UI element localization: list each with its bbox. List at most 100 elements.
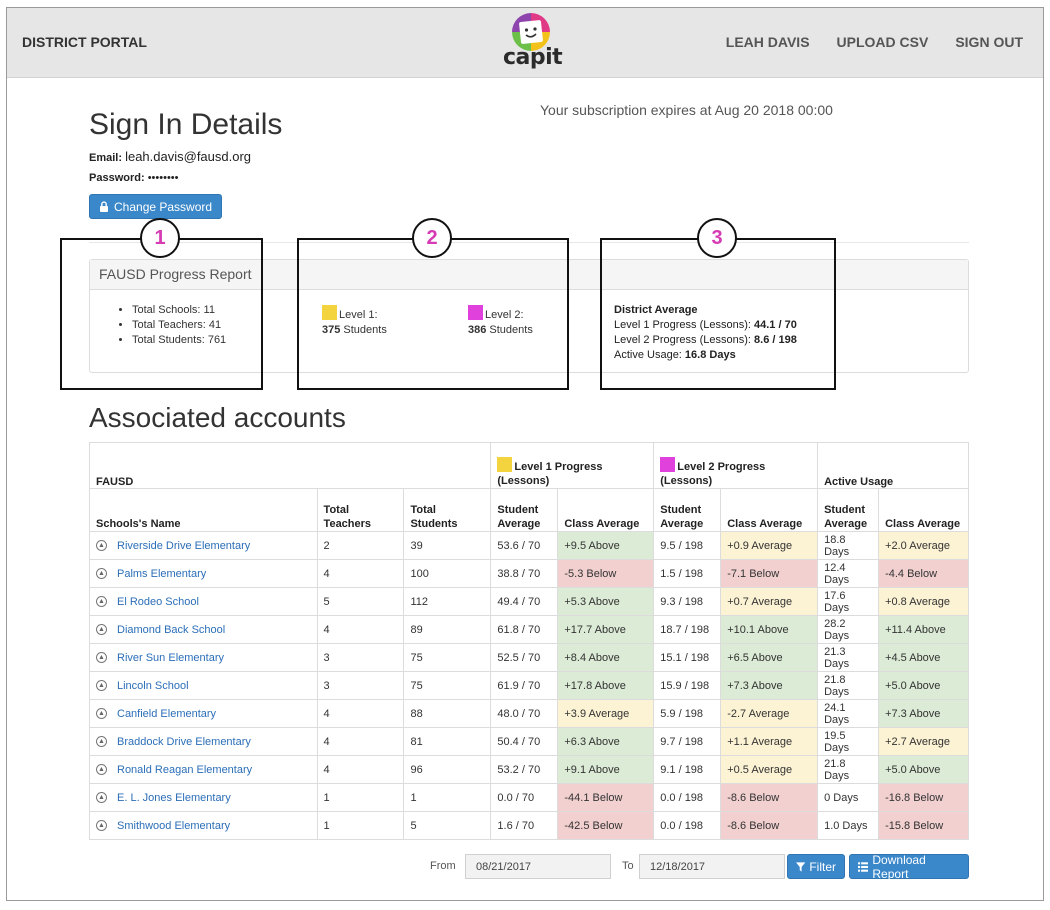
- col-l1-student-average[interactable]: Student Average: [490, 488, 559, 532]
- annotation-box-1: [60, 238, 263, 390]
- expand-circle-icon[interactable]: ▲: [96, 708, 107, 720]
- school-link[interactable]: El Rodeo School: [117, 595, 199, 608]
- email-value: leah.davis@fausd.org: [125, 149, 252, 164]
- school-link[interactable]: Lincoln School: [117, 679, 189, 692]
- cell-usage-student-average: 24.1 Days: [817, 699, 880, 728]
- from-date-input[interactable]: [465, 854, 611, 879]
- col-usage-class-average[interactable]: Class Average: [878, 488, 969, 532]
- school-link[interactable]: Braddock Drive Elementary: [117, 735, 251, 748]
- cell-l1-class-average: +17.7 Above: [557, 615, 655, 644]
- school-link[interactable]: Canfield Elementary: [117, 707, 217, 720]
- cell-usage-student-average: 1.0 Days: [817, 811, 880, 840]
- expand-circle-icon[interactable]: ▲: [96, 680, 107, 692]
- cell-total-students: 88: [403, 699, 492, 728]
- email-row: Email: leah.davis@fausd.org: [89, 149, 251, 164]
- school-link[interactable]: Ronald Reagan Elementary: [117, 763, 253, 776]
- school-link[interactable]: Palms Elementary: [117, 567, 207, 580]
- level2-swatch: [468, 305, 483, 320]
- cell-total-students: 96: [403, 755, 492, 784]
- cell-l2-student-average: 18.7 / 198: [653, 615, 722, 644]
- report-stats-list: Total Schools: 11 Total Teachers: 41 Tot…: [132, 303, 226, 348]
- cell-l1-class-average: +3.9 Average: [557, 699, 655, 728]
- level1-header-label: Level 1 Progress: [514, 461, 603, 473]
- cell-school-name: ▲ Canfield Elementary: [89, 699, 318, 728]
- cell-usage-class-average: +11.4 Above: [878, 615, 969, 644]
- col-l2-student-average[interactable]: Student Average: [653, 488, 722, 532]
- cell-l2-class-average: +10.1 Above: [720, 615, 819, 644]
- nav-upload-csv-link[interactable]: UPLOAD CSV: [836, 34, 929, 50]
- table-row: ▲ Diamond Back School 4 89 61.8 / 70 +17.7 Ab…: [89, 615, 969, 644]
- nav-user-link[interactable]: LEAH DAVIS: [725, 34, 810, 50]
- col-school-name[interactable]: Schools's Name: [89, 488, 318, 532]
- annotation-badge-2: 2: [412, 218, 452, 258]
- cell-l2-class-average: +6.5 Above: [720, 643, 819, 672]
- level1-label: Level 1:: [339, 309, 378, 321]
- filter-button[interactable]: Filter: [787, 854, 845, 879]
- cell-school-name: ▲ Diamond Back School: [89, 615, 318, 644]
- cell-usage-class-average: -16.8 Below: [878, 783, 969, 812]
- cell-l2-student-average: 0.0 / 198: [653, 811, 722, 840]
- level1-header-swatch: [497, 457, 513, 472]
- col-total-teachers[interactable]: Total Teachers: [316, 488, 405, 532]
- col-total-students[interactable]: Total Students: [403, 488, 492, 532]
- to-date-input[interactable]: [639, 854, 785, 879]
- expand-circle-icon[interactable]: ▲: [96, 652, 107, 664]
- annotation-box-2: [297, 238, 569, 390]
- cell-school-name: ▲ Smithwood Elementary: [89, 811, 318, 840]
- active-usage-group-header: Active Usage: [817, 442, 969, 489]
- expand-circle-icon[interactable]: ▲: [96, 624, 107, 636]
- cell-school-name: ▲ Riverside Drive Elementary: [89, 531, 318, 560]
- cell-usage-class-average: +4.5 Above: [878, 643, 969, 672]
- level1-students-suffix: Students: [340, 324, 387, 336]
- list-icon: [858, 861, 869, 872]
- cell-l1-student-average: 53.6 / 70: [490, 531, 559, 560]
- cell-l2-class-average: +0.9 Average: [720, 531, 819, 560]
- expand-circle-icon[interactable]: ▲: [96, 736, 107, 748]
- col-l1-class-average[interactable]: Class Average: [557, 488, 655, 532]
- expand-circle-icon[interactable]: ▲: [96, 568, 107, 580]
- expand-circle-icon[interactable]: ▲: [96, 540, 107, 552]
- total-teachers: Total Teachers: 41: [132, 318, 226, 333]
- level2-header-label: Level 2 Progress: [677, 461, 766, 473]
- col-usage-student-average[interactable]: Student Average: [817, 488, 880, 532]
- cell-total-teachers: 1: [316, 783, 405, 812]
- lock-icon: [100, 201, 108, 212]
- annotation-badge-3: 3: [697, 218, 737, 258]
- brand-title[interactable]: DISTRICT PORTAL: [22, 34, 147, 50]
- cell-total-teachers: 1: [316, 811, 405, 840]
- cell-usage-class-average: +7.3 Above: [878, 699, 969, 728]
- change-password-button[interactable]: Change Password: [89, 194, 223, 219]
- table-row: ▲ Riverside Drive Elementary 2 39 53.6 / 70 +…: [89, 531, 969, 560]
- cell-l2-class-average: +7.3 Above: [720, 671, 819, 700]
- expand-circle-icon[interactable]: ▲: [96, 764, 107, 776]
- download-report-button[interactable]: Download Report: [849, 853, 969, 881]
- cell-l1-student-average: 50.4 / 70: [490, 727, 559, 756]
- cell-usage-class-average: -15.8 Below: [878, 811, 969, 840]
- active-usage-label: Active Usage:: [614, 349, 685, 361]
- nav-sign-out-link[interactable]: SIGN OUT: [955, 34, 1023, 50]
- school-link[interactable]: Smithwood Elementary: [117, 819, 231, 832]
- level1-summary: Level 1: 375 Students: [322, 305, 387, 338]
- school-link[interactable]: Diamond Back School: [117, 623, 226, 636]
- progress-report-panel: FAUSD Progress Report Total Schools: 11 …: [89, 259, 969, 373]
- school-link[interactable]: River Sun Elementary: [117, 651, 224, 664]
- cell-total-students: 75: [403, 671, 492, 700]
- table-row: ▲ Palms Elementary 4 100 38.8 / 70 -5.3 Below…: [89, 559, 969, 588]
- col-l2-class-average[interactable]: Class Average: [720, 488, 819, 532]
- password-value: ••••••••: [147, 172, 179, 184]
- school-link[interactable]: E. L. Jones Elementary: [117, 791, 231, 804]
- school-link[interactable]: Riverside Drive Elementary: [117, 539, 251, 552]
- cell-usage-class-average: +0.8 Average: [878, 587, 969, 616]
- level2-students: 386: [468, 324, 487, 336]
- cell-l1-class-average: +9.1 Above: [557, 755, 655, 784]
- level2-lessons-label: (Lessons): [660, 475, 713, 487]
- associated-accounts-title: Associated accounts: [89, 402, 346, 433]
- expand-circle-icon[interactable]: ▲: [96, 820, 107, 832]
- capit-logo[interactable]: capit: [503, 11, 563, 73]
- expand-circle-icon[interactable]: ▲: [96, 596, 107, 608]
- cell-total-teachers: 3: [316, 643, 405, 672]
- cell-usage-student-average: 18.8 Days: [817, 531, 880, 560]
- expand-circle-icon[interactable]: ▲: [96, 792, 107, 804]
- cell-usage-student-average: 28.2 Days: [817, 615, 880, 644]
- district-average-title: District Average: [614, 304, 698, 316]
